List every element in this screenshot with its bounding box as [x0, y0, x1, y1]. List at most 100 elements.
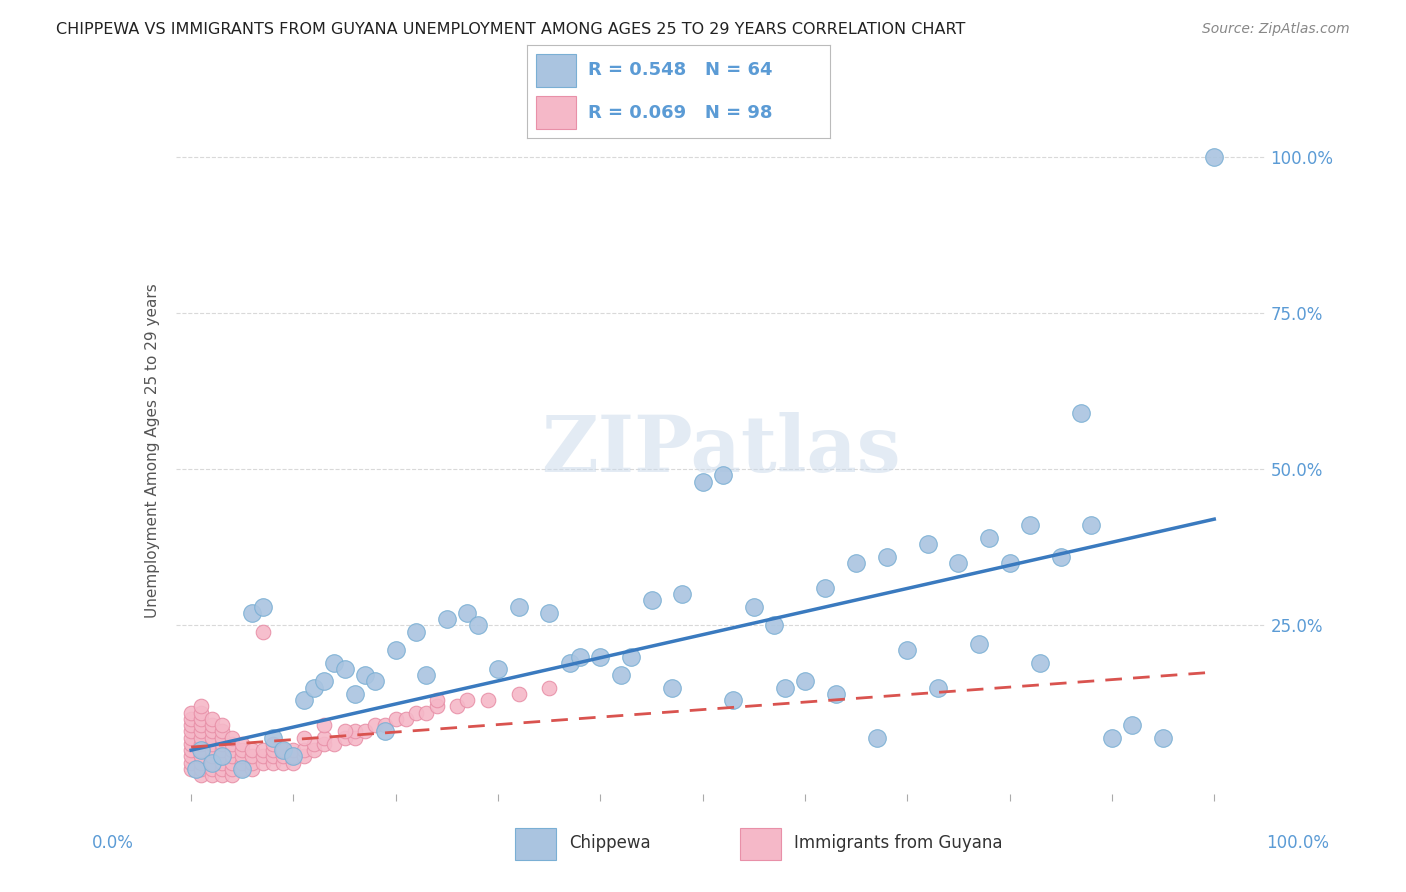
Point	[221, 737, 243, 751]
Point	[200, 756, 222, 770]
Point	[456, 606, 478, 620]
Text: CHIPPEWA VS IMMIGRANTS FROM GUYANA UNEMPLOYMENT AMONG AGES 25 TO 29 YEARS CORREL: CHIPPEWA VS IMMIGRANTS FROM GUYANA UNEMP…	[56, 22, 966, 37]
Point	[262, 731, 284, 745]
Point	[773, 681, 796, 695]
Point	[640, 593, 662, 607]
Point	[1121, 718, 1143, 732]
Point	[292, 749, 315, 764]
Point	[200, 718, 222, 732]
Point	[200, 737, 222, 751]
Point	[262, 737, 284, 751]
Point	[231, 762, 253, 776]
Point	[211, 743, 233, 757]
Point	[252, 599, 274, 614]
Point	[1070, 406, 1092, 420]
Point	[948, 556, 970, 570]
Point	[302, 681, 325, 695]
Text: R = 0.069   N = 98: R = 0.069 N = 98	[588, 103, 772, 121]
Point	[190, 712, 212, 726]
Text: R = 0.548   N = 64: R = 0.548 N = 64	[588, 62, 772, 79]
Point	[314, 718, 336, 732]
Point	[1152, 731, 1174, 745]
Point	[271, 743, 294, 757]
Point	[343, 724, 366, 739]
FancyBboxPatch shape	[515, 828, 555, 860]
Point	[211, 731, 233, 745]
Point	[211, 749, 233, 764]
Point	[231, 743, 253, 757]
Point	[252, 749, 274, 764]
Point	[190, 743, 212, 757]
FancyBboxPatch shape	[536, 96, 575, 129]
Point	[1204, 150, 1226, 164]
Point	[262, 756, 284, 770]
Point	[252, 624, 274, 639]
Point	[415, 706, 437, 720]
Point	[292, 693, 315, 707]
Point	[190, 756, 212, 770]
Point	[180, 712, 202, 726]
Point	[190, 762, 212, 776]
Point	[200, 712, 222, 726]
Point	[211, 737, 233, 751]
Point	[1029, 656, 1052, 670]
Point	[896, 643, 918, 657]
FancyBboxPatch shape	[536, 54, 575, 87]
Point	[252, 743, 274, 757]
Point	[221, 749, 243, 764]
Point	[333, 662, 356, 676]
Point	[343, 687, 366, 701]
Point	[711, 468, 734, 483]
Point	[180, 731, 202, 745]
Point	[426, 693, 449, 707]
Point	[221, 743, 243, 757]
Point	[671, 587, 693, 601]
Point	[763, 618, 786, 632]
Text: 0.0%: 0.0%	[91, 834, 134, 852]
Point	[354, 668, 377, 682]
Point	[917, 537, 939, 551]
Point	[190, 731, 212, 745]
Point	[190, 743, 212, 757]
Point	[271, 756, 294, 770]
Point	[180, 718, 202, 732]
Point	[364, 674, 387, 689]
Point	[314, 731, 336, 745]
Point	[405, 706, 427, 720]
Point	[343, 731, 366, 745]
Point	[415, 668, 437, 682]
Text: Chippewa: Chippewa	[569, 834, 651, 852]
Point	[508, 687, 530, 701]
Point	[661, 681, 683, 695]
Point	[180, 743, 202, 757]
Text: Source: ZipAtlas.com: Source: ZipAtlas.com	[1202, 22, 1350, 37]
Point	[538, 606, 561, 620]
Point	[221, 768, 243, 782]
Point	[231, 749, 253, 764]
Point	[242, 756, 264, 770]
Point	[967, 637, 990, 651]
Point	[211, 718, 233, 732]
Point	[794, 674, 817, 689]
Point	[374, 724, 396, 739]
Point	[211, 762, 233, 776]
Point	[180, 706, 202, 720]
Point	[200, 762, 222, 776]
Point	[252, 756, 274, 770]
Point	[211, 749, 233, 764]
Point	[354, 724, 377, 739]
Point	[384, 712, 406, 726]
Point	[283, 749, 305, 764]
Point	[456, 693, 478, 707]
Point	[190, 749, 212, 764]
Point	[200, 731, 222, 745]
Point	[1019, 518, 1042, 533]
Point	[221, 731, 243, 745]
Point	[374, 718, 396, 732]
Point	[426, 699, 449, 714]
Point	[405, 624, 427, 639]
Point	[364, 718, 387, 732]
Point	[283, 756, 305, 770]
Point	[211, 724, 233, 739]
Point	[262, 749, 284, 764]
